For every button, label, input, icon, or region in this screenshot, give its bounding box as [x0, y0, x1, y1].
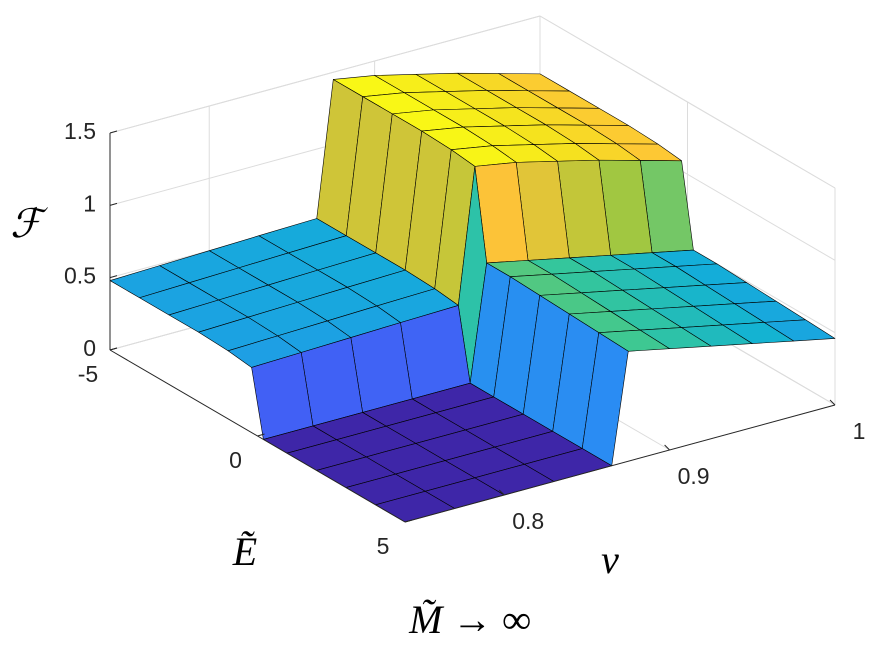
grid-line [109, 15, 541, 134]
y-tick [257, 433, 265, 437]
x-tick-label: 0.8 [512, 508, 544, 534]
x-tick [829, 399, 836, 406]
x-axis-label: v [601, 537, 619, 582]
y-tick [109, 347, 118, 351]
y-tick [404, 519, 413, 523]
z-tick [109, 202, 118, 206]
z-tick [109, 130, 118, 134]
y-tick-label: -5 [78, 361, 98, 387]
z-tick [109, 275, 118, 279]
z-tick-label: 1.5 [64, 118, 96, 144]
y-tick-label: 5 [377, 533, 390, 559]
x-axis [404, 404, 836, 523]
z-tick-label: 0.5 [64, 263, 96, 289]
x-tick-label: 0.9 [678, 463, 710, 489]
z-tick-label: 1 [83, 190, 96, 216]
z-tick-label: 0 [83, 335, 96, 361]
surface-patch [400, 305, 471, 400]
y-axis-label: Ẽ [232, 529, 257, 574]
x-tick [498, 489, 505, 496]
chart-title: M̃ → ∞ [408, 597, 531, 642]
x-tick [664, 444, 670, 451]
x-tick-label: 1 [853, 418, 866, 444]
y-tick-label: 0 [229, 447, 242, 473]
